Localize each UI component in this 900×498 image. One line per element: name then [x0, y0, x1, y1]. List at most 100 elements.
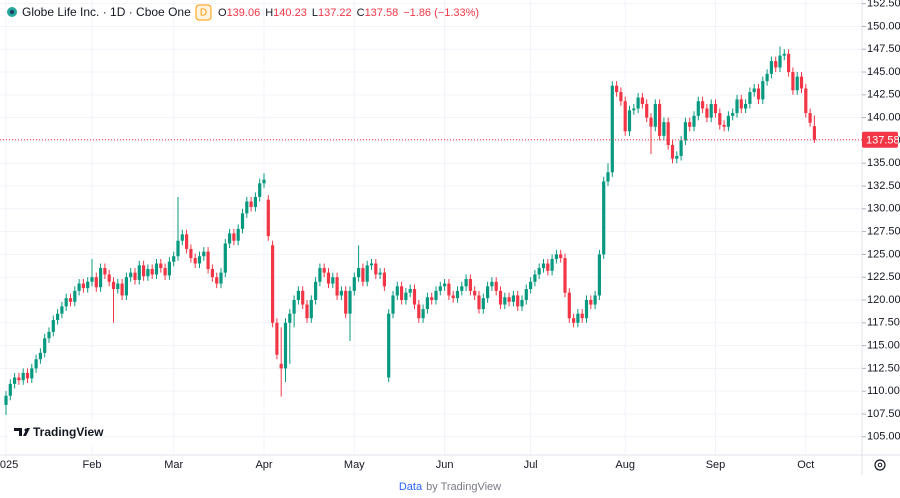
candle-body: [120, 283, 124, 296]
candle-body: [563, 258, 567, 293]
y-tick-label: 117.50: [867, 317, 900, 329]
candle-body: [713, 103, 718, 114]
tradingview-logo[interactable]: TradingView: [8, 420, 104, 446]
y-tick-label: 147.50: [867, 43, 900, 55]
candle-body: [60, 306, 64, 314]
candle-body: [283, 322, 288, 369]
candle-body: [99, 268, 103, 288]
candle-body: [232, 233, 236, 241]
candle-body: [675, 155, 679, 159]
y-tick-label: 107.50: [867, 408, 900, 420]
logo-box: [8, 420, 101, 446]
candles: [4, 46, 816, 415]
field-value: 137.22: [318, 7, 352, 19]
candle-body: [739, 99, 743, 109]
candle-body: [206, 251, 210, 269]
candle-body: [791, 72, 795, 91]
y-tick-label: 112.50: [867, 362, 900, 374]
candle-body: [443, 283, 447, 287]
candle-body: [21, 372, 25, 381]
candle-body: [550, 258, 554, 271]
candle-body: [193, 258, 197, 264]
candle-body: [305, 304, 309, 319]
field-value: 137.58: [365, 7, 399, 19]
candle-body: [314, 281, 318, 300]
candle-body: [266, 199, 270, 237]
candle-body: [649, 117, 653, 127]
x-tick-label: 2025: [0, 459, 18, 471]
candle-body: [387, 313, 391, 378]
footer-link[interactable]: Data: [399, 481, 423, 493]
candle-body: [473, 290, 477, 296]
y-tick-label: 125.00: [867, 248, 900, 260]
candle-body: [507, 297, 511, 302]
candle-body: [421, 309, 425, 319]
candle-body: [137, 265, 141, 280]
candle-body: [434, 290, 438, 300]
settings-button[interactable]: [874, 459, 886, 471]
candle-body: [275, 322, 279, 355]
candle-body: [210, 268, 214, 278]
x-tick-label: Aug: [615, 459, 635, 471]
badge: D: [200, 8, 207, 19]
change: −1.86 (−1.33%): [403, 7, 479, 19]
candle-body: [253, 196, 257, 207]
candle-body: [580, 313, 584, 319]
candle-body: [279, 363, 283, 369]
candle-body: [567, 292, 571, 319]
candle-body: [339, 290, 343, 296]
candle-body: [176, 240, 180, 257]
candle-body: [56, 313, 60, 321]
candle-body: [632, 108, 636, 111]
candle-body: [331, 277, 335, 284]
candle-body: [520, 299, 524, 307]
candle-body: [765, 73, 769, 82]
candle-body: [645, 103, 649, 118]
symbol-title[interactable]: Globe Life Inc. · 1D · Cboe One: [22, 5, 191, 19]
candle-body: [94, 277, 98, 288]
field-key: O: [218, 7, 227, 19]
candle-body: [584, 299, 589, 319]
candle-body: [90, 277, 94, 282]
candle-body: [503, 297, 507, 305]
candle-body: [494, 281, 498, 291]
candle-body: [554, 254, 558, 259]
candle-body: [572, 318, 576, 323]
candle-body: [219, 272, 223, 284]
y-tick-label: 115.00: [867, 339, 900, 351]
candle-body: [357, 268, 361, 278]
candle-body: [606, 172, 610, 182]
x-tick-label: Feb: [83, 459, 102, 471]
candle-body: [597, 254, 601, 296]
candle-body: [86, 281, 90, 289]
candle-body: [477, 295, 481, 310]
candle-body: [670, 144, 675, 159]
candle-body: [417, 304, 421, 319]
candle-body: [529, 281, 533, 290]
candle-body: [326, 272, 331, 284]
candle-body: [159, 263, 163, 269]
candle-body: [292, 299, 296, 314]
candle-body: [541, 263, 546, 269]
candle-body: [653, 103, 657, 127]
candle-body: [731, 113, 735, 116]
ohlc-values: O139.06 H140.23 L137.22 C137.58 −1.86 (−1.33…: [218, 7, 479, 19]
candle-body: [133, 272, 137, 280]
candle-body: [400, 286, 404, 300]
y-tick-label: 145.00: [867, 66, 900, 78]
candle-body: [124, 277, 128, 296]
candle-body: [129, 272, 133, 278]
candle-body: [262, 179, 266, 184]
candle-body: [722, 124, 726, 127]
candle-body: [726, 115, 730, 127]
candle-body: [271, 245, 275, 323]
candle-body: [38, 352, 42, 360]
candle-body: [412, 289, 417, 305]
footer: Data by TradingView: [399, 481, 501, 493]
candle-body: [202, 251, 206, 257]
candle-body: [146, 268, 150, 277]
candle-body: [374, 263, 378, 275]
symbol-logo-inner: [10, 10, 14, 14]
y-tick-label: 110.00: [867, 385, 900, 397]
